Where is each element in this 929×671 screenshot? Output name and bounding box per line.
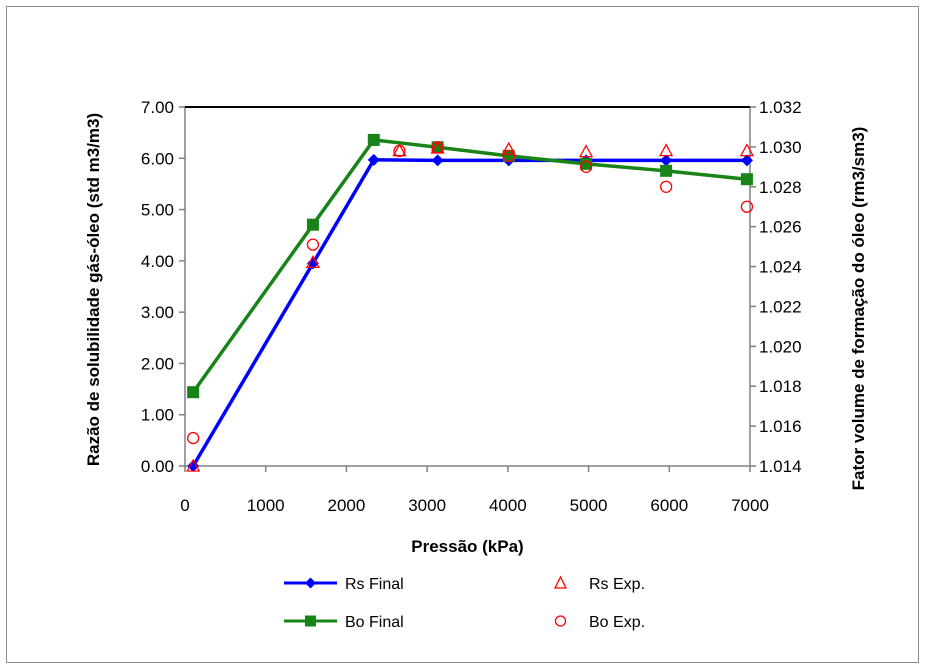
data-point-rs-final — [431, 154, 444, 167]
data-point-bo-final — [367, 133, 380, 146]
data-point-rs-exp — [578, 144, 594, 158]
right-y-tick-label: 1.022 — [759, 297, 802, 316]
right-y-tick-label: 1.032 — [759, 98, 802, 117]
data-point-rs-final — [660, 154, 673, 167]
left-y-tick-label: 4.00 — [141, 252, 174, 271]
data-point-rs-final — [740, 154, 753, 167]
legend-label-rs-exp: Rs Exp. — [589, 576, 645, 593]
x-tick-label: 5000 — [570, 496, 608, 515]
data-point-bo-exp — [579, 160, 593, 173]
legend-item-rs-final: Rs Final — [284, 576, 404, 593]
series-line-rs-final — [191, 158, 747, 467]
data-point-bo-exp — [740, 200, 754, 213]
legend-label-bo-final: Bo Final — [345, 614, 404, 631]
x-tick-label: 6000 — [650, 496, 688, 515]
legend-item-bo-exp: Bo Exp. — [554, 614, 645, 631]
data-point-rs-exp — [659, 143, 674, 157]
data-point-bo-final — [306, 218, 319, 231]
data-point-bo-exp — [502, 149, 515, 163]
right-y-tick-label: 1.020 — [759, 337, 802, 356]
right-y-tick-label: 1.030 — [759, 138, 802, 157]
x-axis-title: Pressão (kPa) — [411, 537, 523, 556]
series-line-bo-final — [191, 138, 748, 394]
data-point-rs-exp — [392, 143, 407, 157]
data-point-bo-final — [580, 157, 593, 170]
data-point-bo-exp — [393, 144, 406, 158]
left-y-tick-label: 7.00 — [141, 98, 174, 117]
axis-ticks: 0.00 1.00 2.00 3.00 4.00 5.00 6.00 7.00 1.014 1.0… — [141, 98, 802, 515]
x-tick-label: 7000 — [731, 496, 769, 515]
data-point-rs-final — [367, 153, 380, 166]
x-tick-label: 0 — [180, 496, 189, 515]
legend: Rs Final Bo Final Rs Exp. Bo Exp. — [284, 575, 645, 631]
data-point-bo-exp — [306, 238, 320, 251]
right-y-tick-label: 1.026 — [759, 218, 802, 237]
data-point-rs-final — [306, 257, 319, 270]
data-point-bo-exp — [187, 431, 200, 445]
right-y-tick-label: 1.014 — [759, 457, 802, 476]
right-y-tick-label: 1.028 — [759, 178, 802, 197]
right-y-tick-label: 1.016 — [759, 417, 802, 436]
data-point-rs-exp — [739, 143, 755, 157]
legend-label-bo-exp: Bo Exp. — [589, 614, 645, 631]
left-y-tick-label: 6.00 — [141, 149, 174, 168]
left-y-axis-title: Razão de solubilidade gás-óleo (std m3/m… — [84, 113, 103, 466]
data-point-bo-exp — [659, 180, 673, 193]
series-layer — [186, 133, 755, 472]
right-y-tick-label: 1.018 — [759, 377, 802, 396]
x-tick-label: 3000 — [408, 496, 446, 515]
left-y-tick-label: 5.00 — [141, 201, 174, 220]
data-point-bo-final — [502, 149, 515, 162]
x-tick-label: 4000 — [489, 496, 527, 515]
left-y-tick-label: 3.00 — [141, 303, 174, 322]
right-y-axis-title: Fator volume de formação do óleo (rm3/sm… — [849, 127, 868, 491]
left-y-tick-label: 0.00 — [141, 457, 174, 476]
left-y-tick-label: 2.00 — [141, 354, 174, 373]
data-point-bo-final — [187, 386, 200, 399]
x-tick-label: 2000 — [328, 496, 366, 515]
legend-item-rs-exp: Rs Exp. — [553, 575, 645, 593]
data-point-rs-exp — [501, 141, 516, 155]
data-point-bo-final — [660, 164, 673, 177]
data-point-bo-exp — [431, 141, 444, 154]
data-point-bo-final — [431, 141, 444, 154]
data-point-rs-exp — [305, 255, 321, 269]
data-point-rs-exp — [186, 458, 201, 472]
data-point-bo-final — [740, 173, 753, 186]
right-y-tick-label: 1.024 — [759, 258, 802, 277]
left-y-tick-label: 1.00 — [141, 406, 174, 425]
legend-item-bo-final: Bo Final — [284, 614, 404, 631]
data-point-rs-final — [187, 460, 200, 472]
legend-label-rs-final: Rs Final — [345, 576, 404, 593]
chart-area — [6, 6, 919, 663]
x-tick-label: 1000 — [247, 496, 285, 515]
